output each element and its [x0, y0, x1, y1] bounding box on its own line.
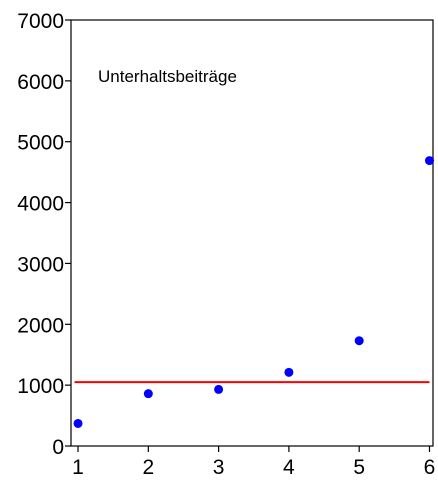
data-point — [284, 367, 294, 377]
data-point — [424, 156, 434, 166]
y-tick-label: 7000 — [17, 10, 64, 33]
data-point — [143, 389, 153, 399]
x-tick-label: 5 — [353, 456, 365, 479]
y-tick-label: 2000 — [17, 314, 64, 337]
x-tick-label: 1 — [72, 456, 84, 479]
x-tick-label: 2 — [142, 456, 154, 479]
x-tick-label: 4 — [283, 456, 295, 479]
x-tick-label: 6 — [424, 456, 436, 479]
y-tick-label: 5000 — [17, 132, 64, 155]
points-layer — [73, 156, 434, 428]
y-tick-label: 0 — [52, 436, 64, 459]
plot-frame — [70, 19, 434, 447]
y-tick-label: 6000 — [17, 71, 64, 94]
data-point — [354, 336, 364, 346]
y-tick-label: 1000 — [17, 375, 64, 398]
data-point — [73, 418, 83, 428]
chart-annotation: Unterhaltsbeiträge — [98, 67, 237, 86]
data-point — [214, 384, 224, 394]
y-tick-label: 3000 — [17, 253, 64, 276]
y-tick-label: 4000 — [17, 193, 64, 216]
axes-layer: 0 1000 2000 3000 4000 5000 6000 7000 1 2 3 4 5 6 — [17, 10, 435, 479]
x-tick-label: 3 — [213, 456, 225, 479]
